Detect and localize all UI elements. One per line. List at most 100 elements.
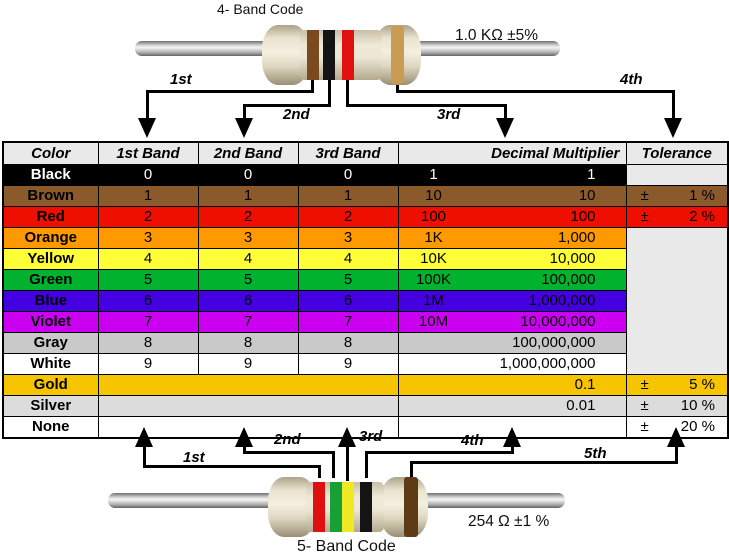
top-band-black xyxy=(323,30,335,80)
multiplier-short: 10 xyxy=(425,187,442,204)
tolerance-value: 1 % xyxy=(689,187,715,204)
table-row-black: Black 0 0 0 1 1 xyxy=(2,164,729,186)
multiplier-full: 10,000 xyxy=(549,250,596,267)
tolerance-empty-block xyxy=(625,227,729,375)
multiplier-cell: 100K 100,000 xyxy=(397,269,627,291)
top-arrow-3rd-head-icon xyxy=(496,118,514,138)
bottom-band-brown xyxy=(404,477,418,537)
top-arrow-3rd-line xyxy=(346,104,507,107)
bottom-pointer-label-4th: 4th xyxy=(461,432,484,449)
multiplier-short: 1 xyxy=(429,166,438,183)
top-band-red xyxy=(342,30,354,80)
bottom-arrow-4th-shaft xyxy=(511,445,514,454)
top-arrow-3rd-shaft xyxy=(504,104,507,118)
bottom-arrow-1st-shaft xyxy=(143,445,146,468)
multiplier-cell: 100,000,000 xyxy=(397,332,627,354)
band2-digit: 7 xyxy=(197,311,299,333)
top-resistor-value: 1.0 KΩ ±5% xyxy=(455,27,538,44)
bands-merged-cell xyxy=(97,374,399,396)
multiplier-full: 10 xyxy=(578,187,596,204)
tolerance-value: 10 % xyxy=(680,397,715,414)
five-band-code-title: 5- Band Code xyxy=(297,538,396,555)
bottom-resistor-value: 254 Ω ±1 % xyxy=(468,513,550,530)
bottom-arrow-2nd-line xyxy=(243,451,335,454)
band2-digit: 2 xyxy=(197,206,299,228)
color-name: Violet xyxy=(2,311,99,333)
top-pointer-label-4th: 4th xyxy=(620,71,643,88)
tolerance-cell xyxy=(625,164,729,186)
multiplier-short: 10K xyxy=(420,250,447,267)
bottom-arrow-1st-line xyxy=(143,465,321,468)
multiplier-full: 0.1 xyxy=(574,376,596,393)
top-arrow-2nd-stub xyxy=(328,78,331,107)
tolerance-sign: ± xyxy=(640,208,649,225)
bottom-band-black xyxy=(360,482,372,532)
band1-digit: 7 xyxy=(97,311,199,333)
top-arrow-2nd-shaft xyxy=(243,104,246,118)
table-row-none: None ± 20 % xyxy=(2,416,729,439)
multiplier-cell: 0.01 xyxy=(397,395,627,417)
color-name: Blue xyxy=(2,290,99,312)
table-row-red: Red 2 2 2 100 100 ± 2 % xyxy=(2,206,729,228)
band3-digit: 0 xyxy=(297,164,399,186)
band3-digit: 8 xyxy=(297,332,399,354)
band1-digit: 8 xyxy=(97,332,199,354)
band3-digit: 4 xyxy=(297,248,399,270)
band1-digit: 0 xyxy=(97,164,199,186)
top-pointer-label-2nd: 2nd xyxy=(283,106,310,123)
color-name: Orange xyxy=(2,227,99,249)
table-row-silver: Silver 0.01 ± 10 % xyxy=(2,395,729,417)
header-3rd-band: 3rd Band xyxy=(297,141,399,165)
band3-digit: 9 xyxy=(297,353,399,375)
multiplier-short: 10M xyxy=(418,313,449,330)
color-name: Black xyxy=(2,164,99,186)
bottom-pointer-label-2nd: 2nd xyxy=(274,431,301,448)
band3-digit: 2 xyxy=(297,206,399,228)
bottom-arrow-1st-stub xyxy=(318,465,321,478)
bottom-arrow-5th-stub xyxy=(410,461,413,478)
band2-digit: 4 xyxy=(197,248,299,270)
bottom-band-green xyxy=(330,482,342,532)
multiplier-full: 1,000 xyxy=(557,229,596,246)
band2-digit: 5 xyxy=(197,269,299,291)
tolerance-value: 5 % xyxy=(689,376,715,393)
top-band-brown xyxy=(307,30,319,80)
tolerance-value: 20 % xyxy=(680,418,715,435)
band2-digit: 1 xyxy=(197,185,299,207)
tolerance-cell: ± 2 % xyxy=(625,206,729,228)
band3-digit: 3 xyxy=(297,227,399,249)
multiplier-short: 1K xyxy=(424,229,443,246)
bottom-arrow-2nd-stub xyxy=(332,451,335,478)
color-name: Gray xyxy=(2,332,99,354)
bottom-arrow-4th-head-icon xyxy=(503,427,521,447)
multiplier-full: 1,000,000 xyxy=(528,292,596,309)
bottom-pointer-label-3rd: 3rd xyxy=(359,428,383,445)
top-arrow-1st-stub xyxy=(311,78,314,92)
tolerance-cell: ± 1 % xyxy=(625,185,729,207)
bottom-arrow-5th-line xyxy=(410,461,678,464)
table-row-gold: Gold 0.1 ± 5 % xyxy=(2,374,729,396)
band3-digit: 7 xyxy=(297,311,399,333)
tolerance-sign: ± xyxy=(640,376,649,393)
bottom-arrow-5th-head-icon xyxy=(667,427,685,447)
multiplier-full: 1,000,000,000 xyxy=(499,355,596,372)
top-band-gold xyxy=(391,26,404,84)
tolerance-sign: ± xyxy=(640,187,649,204)
table-row-gray: Gray 8 8 8 100,000,000 xyxy=(2,332,728,354)
color-name: White xyxy=(2,353,99,375)
band3-digit: 5 xyxy=(297,269,399,291)
color-name: Green xyxy=(2,269,99,291)
top-arrow-2nd-head-icon xyxy=(235,118,253,138)
tolerance-cell: ± 5 % xyxy=(625,374,729,396)
table-row-green: Green 5 5 5 100K 100,000 xyxy=(2,269,728,291)
table-row-yellow: Yellow 4 4 4 10K 10,000 xyxy=(2,248,728,270)
bottom-arrow-5th-shaft xyxy=(675,445,678,464)
top-pointer-label-3rd: 3rd xyxy=(437,106,461,123)
color-name: Gold xyxy=(2,374,99,396)
bottom-band-yellow xyxy=(342,482,354,532)
top-arrow-1st-shaft xyxy=(146,90,149,118)
bottom-arrow-3rd-head-icon xyxy=(338,427,356,447)
band2-digit: 8 xyxy=(197,332,299,354)
bands-merged-cell xyxy=(97,395,399,417)
